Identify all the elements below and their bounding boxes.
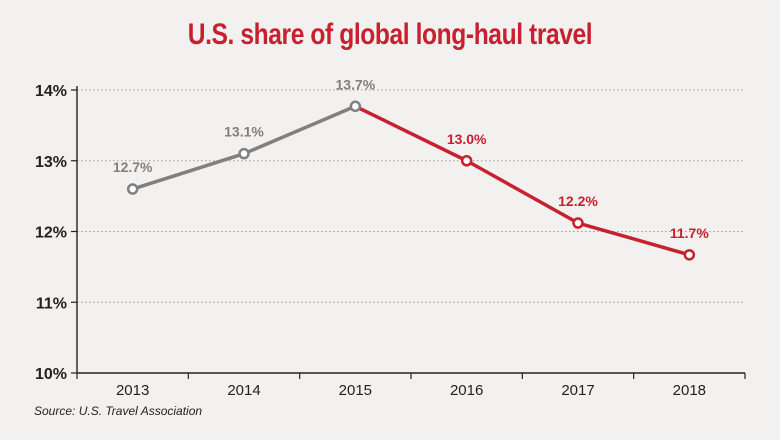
x-tick-label: 2013 xyxy=(116,382,149,399)
x-tick-label: 2017 xyxy=(561,382,594,399)
y-tick-label: 10% xyxy=(35,366,67,383)
axes xyxy=(71,86,746,379)
y-tick-label: 14% xyxy=(35,83,67,100)
data-label: 13.7% xyxy=(335,76,375,92)
data-point xyxy=(126,183,139,195)
data-point xyxy=(460,155,473,167)
data-point xyxy=(349,100,362,113)
series-line-grey xyxy=(132,104,357,191)
x-tick-label: 2016 xyxy=(450,382,483,399)
series-lines xyxy=(132,104,690,257)
x-tick-label: 2018 xyxy=(673,382,706,399)
y-tick-label: 11% xyxy=(36,295,67,312)
data-label: 11.7% xyxy=(670,225,709,241)
data-label: 13.0% xyxy=(447,131,487,147)
data-label: 12.7% xyxy=(113,159,153,175)
data-point xyxy=(238,147,250,160)
series-line-red xyxy=(354,104,690,257)
gridlines xyxy=(77,89,745,303)
data-label: 13.1% xyxy=(224,124,264,140)
y-tick-labels: 10% 11% 12% 13% 14% xyxy=(35,83,67,383)
chart-title: U.S. share of global long-haul travel xyxy=(187,18,593,51)
data-point xyxy=(572,217,584,229)
data-point xyxy=(683,249,696,261)
x-tick-label: 2014 xyxy=(227,382,260,399)
data-label: 12.2% xyxy=(558,193,598,209)
data-points xyxy=(126,100,696,261)
source-note: Source: U.S. Travel Association xyxy=(34,404,203,418)
y-tick-label: 12% xyxy=(35,225,67,242)
data-labels: 12.7% 13.1% 13.7% 13.0% 12.2% 11.7% xyxy=(113,76,710,241)
y-tick-label: 13% xyxy=(35,154,67,171)
x-tick-labels: 2013 2014 2015 2016 2017 2018 xyxy=(116,382,706,399)
x-tick-label: 2015 xyxy=(339,382,372,399)
